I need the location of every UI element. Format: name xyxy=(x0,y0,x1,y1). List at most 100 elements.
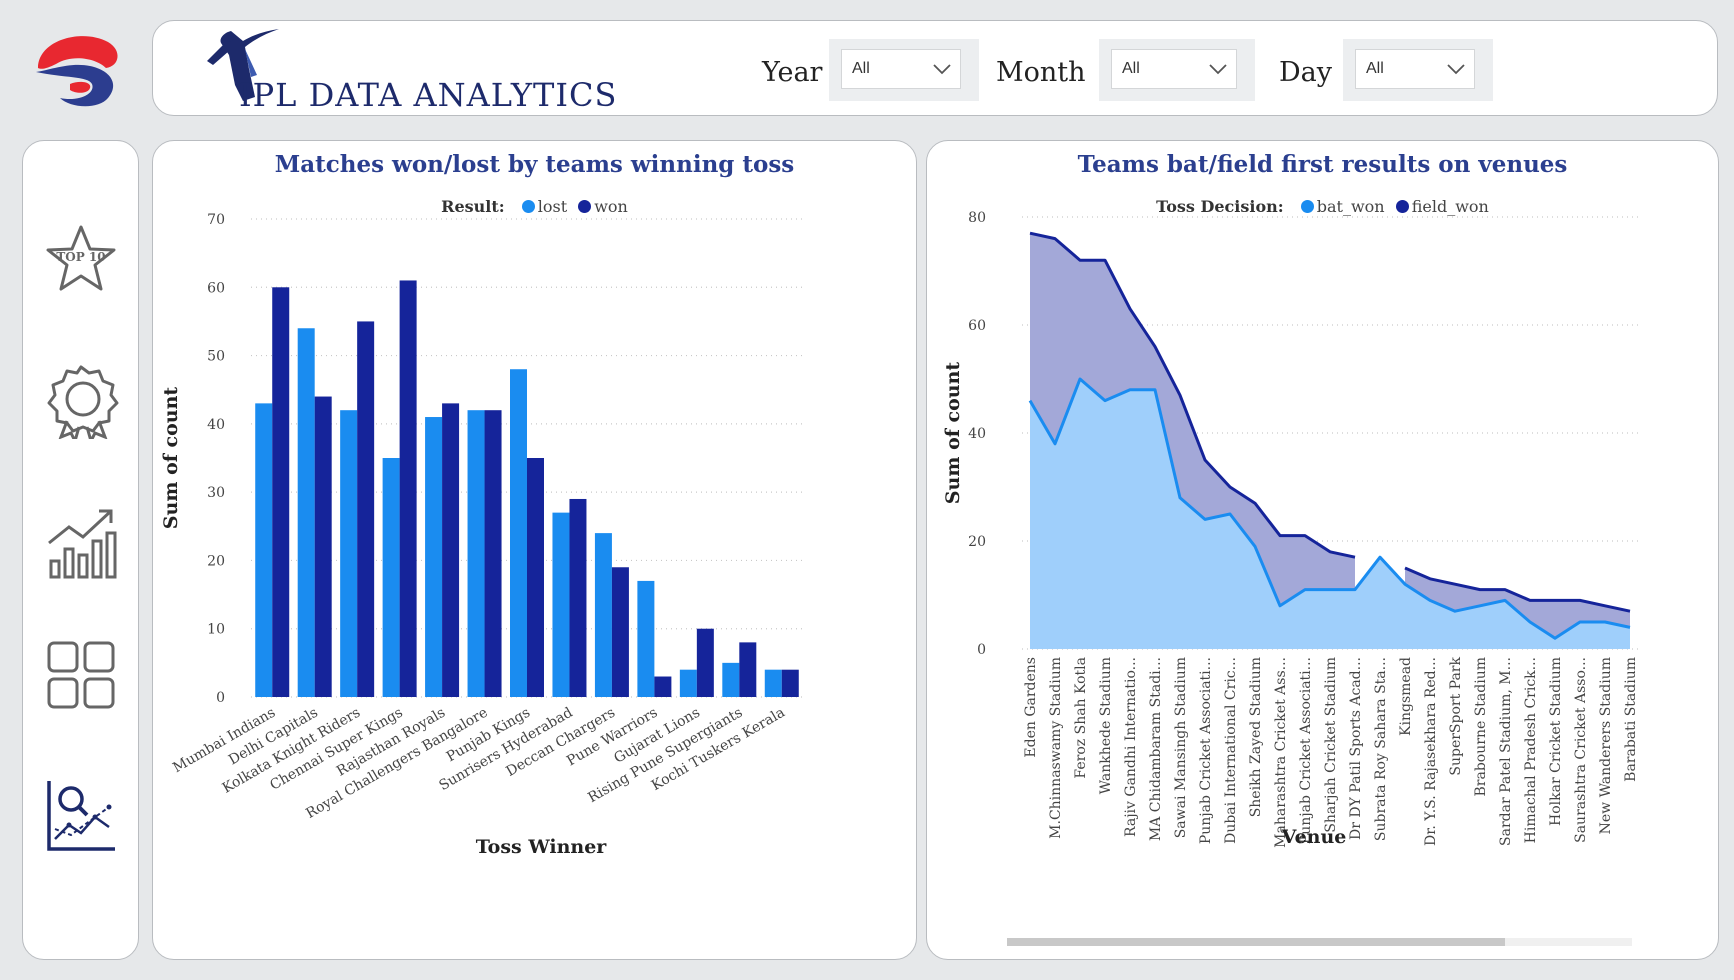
y-tick-label: 50 xyxy=(207,349,225,365)
bar-lost xyxy=(764,669,782,697)
x-tick-label: MA Chidambaram Stadi... xyxy=(1148,657,1164,841)
nav-growth[interactable] xyxy=(43,503,119,579)
scrollbar-thumb[interactable] xyxy=(1007,938,1505,946)
area-bat-won xyxy=(1030,379,1630,649)
bar-lost xyxy=(510,369,527,697)
filter-label-year: Year xyxy=(762,57,823,88)
y-tick-label: 10 xyxy=(207,622,225,638)
x-tick-label: Sharjah Cricket Stadium xyxy=(1323,657,1339,833)
x-tick-label: Rajiv Gandhi Internatio... xyxy=(1123,657,1139,837)
bar-lost xyxy=(637,580,655,697)
area-field-won xyxy=(1030,233,1355,606)
line-field-won xyxy=(1404,566,1631,613)
x-tick-label: Eden Gardens xyxy=(1023,657,1039,758)
y-tick-label: 70 xyxy=(207,212,225,228)
bar-lost xyxy=(255,403,273,697)
x-tick-label: Punjab Cricket Associati... xyxy=(1298,657,1314,844)
bar-won xyxy=(357,321,375,697)
bar-won xyxy=(696,628,714,697)
month-dropdown[interactable]: All xyxy=(1099,39,1255,101)
chart2-legend: Toss Decision: bat_won field_won xyxy=(927,197,1718,216)
day-dropdown-value: All xyxy=(1366,60,1384,77)
bar-won xyxy=(654,676,672,697)
x-tick-label: Kingsmead xyxy=(1398,657,1414,736)
brand-title: IPL DATA ANALYTICS xyxy=(239,76,618,114)
bar-lost xyxy=(382,458,400,697)
area-field-won xyxy=(1405,568,1630,639)
chevron-down-icon xyxy=(1209,64,1227,75)
month-dropdown-value: All xyxy=(1122,60,1140,77)
line-field-won xyxy=(1029,231,1356,559)
bar-lost xyxy=(340,410,358,697)
x-tick-label: Saurashtra Cricket Asso... xyxy=(1573,657,1589,843)
bar-won xyxy=(272,287,290,697)
filter-label-month: Month xyxy=(996,57,1086,88)
x-tick-label: Sawai Mansingh Stadium xyxy=(1173,657,1189,838)
chart1-legend: Result: lost won xyxy=(153,197,916,216)
bar-lost xyxy=(552,512,570,697)
x-tick-label: Feroz Shah Kotla xyxy=(1073,657,1089,779)
x-tick-label: Subrata Roy Sahara Sta... xyxy=(1373,657,1389,841)
x-tick-label: Dr. Y.S. Rajasekhara Red... xyxy=(1423,657,1439,846)
x-tick-label: Sardar Patel Stadium, M... xyxy=(1498,657,1514,846)
x-tick-label: Dr DY Patil Sports Acad... xyxy=(1348,657,1364,840)
year-dropdown-value: All xyxy=(852,60,870,77)
x-tick-label: SuperSport Park xyxy=(1448,656,1464,775)
legend-dot-bat-won xyxy=(1300,200,1314,213)
y-tick-label: 80 xyxy=(968,210,986,226)
top10-star-icon: TOP 10 xyxy=(46,225,116,291)
chart-panel-toss-results: Matches won/lost by teams winning toss R… xyxy=(152,140,917,960)
x-tick-label: Punjab Cricket Associati... xyxy=(1198,657,1214,844)
growth-chart-icon xyxy=(48,509,117,579)
y-tick-label: 20 xyxy=(207,553,225,569)
x-tick-label: Sheikh Zayed Stadium xyxy=(1248,657,1264,817)
y-tick-label: 60 xyxy=(968,318,986,334)
header-bar: IPL DATA ANALYTICS Year All Month All Da… xyxy=(152,20,1718,116)
legend-label-bat-won: bat_won xyxy=(1316,197,1385,216)
side-nav: TOP 10 xyxy=(22,140,139,960)
nav-grid[interactable] xyxy=(43,637,119,713)
chart-panel-venue-results: Teams bat/field first results on venues … xyxy=(926,140,1719,960)
x-tick-label: Himachal Pradesh Crick... xyxy=(1523,657,1539,843)
legend-dot-lost xyxy=(521,200,535,213)
badge-gear-icon xyxy=(47,365,119,446)
bar-won xyxy=(399,280,417,697)
y-axis-title: Sum of count xyxy=(160,387,182,530)
legend-label-field-won: field_won xyxy=(1411,197,1489,216)
x-tick-label: Maharashtra Cricket Ass... xyxy=(1273,657,1289,848)
year-dropdown[interactable]: All xyxy=(829,39,979,101)
legend-label-lost: lost xyxy=(537,197,568,216)
y-axis-title: Sum of count xyxy=(942,362,964,505)
x-tick-label: Barabati Stadium xyxy=(1623,657,1639,782)
nav-settings[interactable] xyxy=(43,363,119,446)
bar-won xyxy=(314,396,332,697)
bar-won xyxy=(569,498,587,697)
bar-lost xyxy=(467,410,485,697)
area-chart: 0 20 40 60 80 Eden Gardens M.Chinnaswamy Stadi… xyxy=(942,210,1639,946)
y-tick-label: 0 xyxy=(977,642,986,658)
legend-label-won: won xyxy=(594,197,628,216)
y-tick-label: 60 xyxy=(207,280,225,296)
line-bat-won xyxy=(1028,377,1631,640)
x-tick-label: New Wanderers Stadium xyxy=(1598,657,1614,834)
bar-won xyxy=(442,403,460,697)
chart1-title: Matches won/lost by teams winning toss xyxy=(274,151,795,178)
bar-won xyxy=(781,669,799,697)
x-tick-label: Dubai International Cric... xyxy=(1223,657,1239,844)
bar-won xyxy=(484,410,502,697)
day-dropdown[interactable]: All xyxy=(1343,39,1493,101)
y-tick-label: 40 xyxy=(968,426,986,442)
y-tick-label: 40 xyxy=(207,417,225,433)
bar-won xyxy=(739,642,757,697)
nav-analytics[interactable] xyxy=(43,777,119,853)
x-tick-label: Holkar Cricket Stadium xyxy=(1548,657,1564,826)
ipl-logo xyxy=(207,29,279,101)
nav-top10[interactable]: TOP 10 xyxy=(43,221,119,297)
bar-lost xyxy=(679,669,697,697)
app-logo xyxy=(36,36,118,107)
bar-won xyxy=(527,458,544,697)
x-axis-title: Venue xyxy=(1281,826,1347,848)
legend-dot-won xyxy=(578,200,592,213)
top10-icon-top: TOP 10 xyxy=(56,250,105,264)
